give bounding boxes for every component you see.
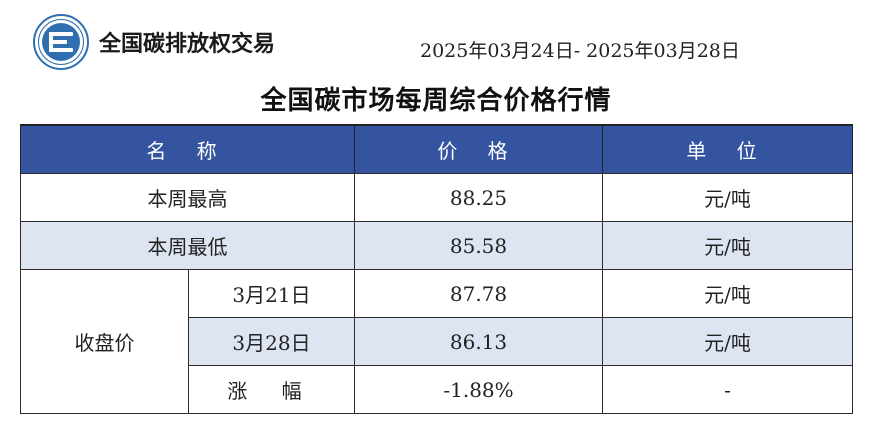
page-title: 全国碳市场每周综合价格行情 <box>260 86 612 116</box>
unit-weekly-high: 元/吨 <box>602 173 854 222</box>
row-label-weekly-high: 本周最高 <box>19 173 356 222</box>
closing-date-2: 3月28日 <box>187 317 356 366</box>
closing-price-2: 86.13 <box>354 317 604 366</box>
row-label-closing-price: 收盘价 <box>20 269 189 414</box>
price-weekly-high: 88.25 <box>354 173 604 222</box>
carbon-exchange-logo-icon <box>33 14 89 70</box>
closing-unit-2: 元/吨 <box>602 317 854 366</box>
column-header-unit: 单 位 <box>602 124 854 174</box>
closing-unit-1: 元/吨 <box>602 269 854 318</box>
change-unit: - <box>602 365 854 414</box>
table-row: 本周最低 85.58 元/吨 <box>19 221 854 270</box>
table-header-row: 名 称 价 格 单 位 <box>19 124 854 174</box>
table-row: 收盘价 3月21日 87.78 元/吨 <box>20 269 854 414</box>
column-header-price: 价 格 <box>354 124 604 174</box>
logo-text: 全国碳排放权交易 <box>99 32 276 57</box>
table-row: 涨 幅 -1.88% - <box>21 365 854 414</box>
closing-date-1: 3月21日 <box>187 269 356 318</box>
date-range: 2025年03月24日- 2025年03月28日 <box>420 40 740 62</box>
closing-price-1: 87.78 <box>354 269 604 318</box>
column-header-name: 名 称 <box>19 124 356 174</box>
price-weekly-low: 85.58 <box>354 221 604 270</box>
price-table: 名 称 价 格 单 位 本周最高 88.25 元/吨 本周最低 85.58 元/… <box>19 124 854 414</box>
table-row: 3月28日 86.13 元/吨 <box>21 317 854 366</box>
table-row: 本周最高 88.25 元/吨 <box>19 173 854 222</box>
change-value: -1.88% <box>354 365 604 414</box>
row-label-weekly-low: 本周最低 <box>19 221 356 270</box>
change-label: 涨 幅 <box>187 365 356 414</box>
logo: 全国碳排放权交易 <box>33 12 275 72</box>
unit-weekly-low: 元/吨 <box>602 221 854 270</box>
